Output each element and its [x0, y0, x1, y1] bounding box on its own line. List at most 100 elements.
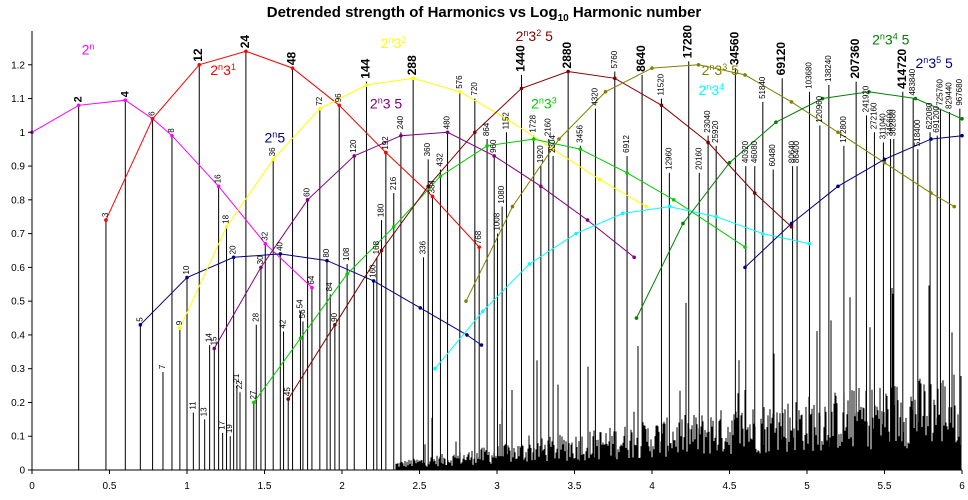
harmonic-label: 32	[260, 231, 269, 240]
harmonic-label: 25920	[711, 120, 720, 143]
x-tick-label: 5	[804, 481, 810, 492]
series-point	[597, 177, 602, 182]
x-tick-label: 3.5	[568, 481, 582, 492]
series-point	[178, 326, 182, 330]
harmonic-label: 691200	[932, 105, 941, 132]
harmonic-label: 384	[427, 180, 436, 194]
series-point	[807, 241, 812, 246]
series-point	[138, 322, 143, 327]
harmonic-label: 768	[474, 230, 483, 244]
x-tick-label: 1	[184, 481, 190, 492]
series-point	[644, 204, 649, 209]
harmonic-label: 6912	[622, 135, 631, 153]
series-point	[774, 120, 778, 124]
harmonic-label: 1920	[536, 145, 545, 163]
series-point	[603, 89, 608, 94]
series-point	[345, 272, 349, 276]
series-point	[585, 218, 590, 222]
harmonic-label: 720	[470, 82, 479, 96]
series-point	[197, 62, 202, 67]
harmonic-label: 2304	[548, 135, 557, 153]
harmonic-label: 2160	[544, 118, 553, 136]
series-point	[433, 366, 437, 371]
series-point	[325, 258, 329, 263]
harmonic-label: 1008	[493, 212, 502, 230]
harmonic-label: 1152	[502, 112, 511, 130]
series-point	[150, 117, 155, 121]
series-point	[464, 299, 468, 303]
series-point	[789, 225, 794, 229]
series-point	[671, 198, 676, 202]
series-point	[445, 130, 450, 135]
series-point	[231, 255, 236, 260]
harmonic-label: 144	[358, 58, 372, 78]
x-tick-label: 6	[959, 481, 965, 492]
harmonic-label: 138240	[824, 55, 833, 82]
harmonic-label: 14	[205, 333, 214, 342]
series-point	[752, 191, 757, 195]
series-point	[298, 336, 303, 341]
series-point	[337, 103, 342, 108]
series-point	[929, 137, 933, 141]
harmonic-label: 30	[256, 255, 265, 264]
series-line-8	[434, 206, 810, 370]
series-point	[212, 346, 217, 351]
series-point	[216, 184, 221, 189]
harmonic-label: 40320	[741, 140, 750, 163]
harmonic-label: 1080	[497, 185, 506, 203]
series-point	[650, 66, 654, 70]
harmonic-label: 7	[158, 364, 167, 369]
y-tick-label: 0.4	[11, 330, 25, 341]
harmonic-label: 108	[342, 247, 351, 261]
series-point	[706, 140, 710, 145]
y-tick-label: 0.6	[11, 263, 25, 274]
y-tick-label: 1	[19, 128, 25, 139]
harmonic-label: 40	[275, 241, 284, 250]
y-tick-label: 0.3	[11, 364, 25, 375]
harmonic-label: 17	[218, 420, 227, 429]
harmonic-label: 311040	[878, 113, 887, 140]
series-point	[625, 171, 629, 175]
harmonic-label: 480	[443, 115, 452, 129]
harmonic-label: 10	[182, 265, 191, 274]
series-label-8: 2n34	[699, 82, 725, 98]
harmonic-label: 20160	[694, 147, 703, 170]
series-labels: 2n 2n31 2n5 2n32 2n3 5 2n33 2n32 5 2n33 5 2n34 2n…	[82, 28, 953, 145]
series-lines	[30, 49, 964, 405]
harmonic-label: 4	[119, 90, 131, 97]
series-point	[391, 225, 396, 229]
series-point	[305, 198, 310, 202]
series-point	[743, 73, 747, 77]
series-line-5	[253, 138, 746, 403]
harmonic-label: 13	[200, 407, 209, 416]
x-tick-label: 1.5	[258, 481, 272, 492]
harmonic-label: 3456	[575, 124, 584, 142]
series-point	[185, 275, 189, 280]
harmonic-label: 2880	[560, 41, 574, 68]
harmonic-label: 5760	[610, 50, 619, 68]
harmonic-label: 34560	[727, 31, 741, 65]
harmonic-label: 17280	[681, 25, 695, 59]
series-point	[913, 96, 918, 101]
series-point	[480, 309, 485, 314]
series-point	[634, 316, 639, 320]
series-point	[743, 265, 747, 270]
series-point	[836, 184, 840, 189]
series-point	[574, 231, 578, 236]
harmonic-label: 216	[389, 176, 398, 190]
series-point	[318, 106, 322, 111]
chart-title: Detrended strength of Harmonics vs Log10…	[0, 4, 968, 24]
harmonic-label: 16	[214, 174, 223, 183]
series-point	[384, 150, 388, 155]
series-point	[271, 157, 275, 162]
harmonic-label: 622080	[925, 102, 934, 129]
series-point	[613, 76, 617, 81]
harmonic-label: 8640	[634, 45, 648, 72]
series-point	[371, 279, 376, 283]
harmonic-label: 345600	[885, 109, 894, 136]
series-line-2	[139, 253, 482, 346]
series-point	[632, 255, 636, 260]
harmonic-label: 24	[238, 35, 252, 49]
harmonic-label: 576	[455, 75, 464, 89]
harmonic-label: 36	[268, 147, 277, 156]
